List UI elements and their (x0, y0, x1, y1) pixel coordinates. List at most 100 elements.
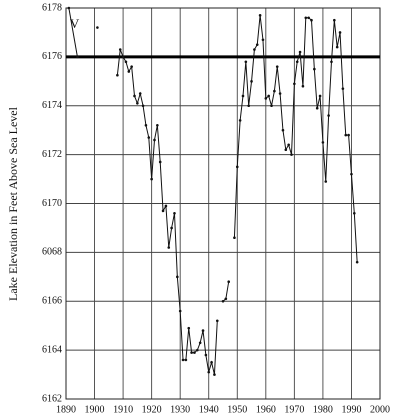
y-tick-label: 6174 (42, 100, 62, 111)
data-point (353, 211, 356, 215)
data-point (130, 65, 133, 68)
y-tick-label: 6164 (42, 344, 62, 355)
data-point (193, 351, 196, 354)
annotation: V (70, 16, 80, 31)
data-point (233, 236, 236, 240)
plot-frame (65, 7, 381, 400)
data-point (224, 297, 228, 301)
data-point (347, 133, 350, 137)
x-tick-label: 1890 (56, 404, 76, 415)
data-point (315, 106, 319, 110)
x-tick-label: 1990 (341, 404, 361, 415)
data-point (267, 94, 270, 98)
data-line (233, 15, 358, 263)
data-point (295, 60, 299, 64)
data-point (153, 138, 156, 142)
data-point (330, 60, 333, 64)
data-line (68, 7, 78, 57)
data-point (284, 148, 288, 152)
x-tick-label: 1970 (284, 404, 304, 415)
data-point (307, 16, 310, 20)
data-point (187, 326, 191, 330)
x-tick-label: 1930 (170, 404, 190, 415)
data-point (227, 280, 231, 284)
data-point (116, 73, 119, 77)
data-point (170, 226, 173, 230)
data-point (127, 70, 131, 73)
data-point (333, 18, 336, 22)
data-point (147, 136, 151, 139)
data-point (278, 92, 282, 95)
data-point (341, 87, 345, 90)
y-tick-label: 6170 (42, 198, 62, 209)
x-tick-label: 1940 (199, 404, 219, 415)
data-point (313, 67, 316, 71)
data-point (201, 329, 205, 332)
data-point (215, 319, 219, 323)
data-point (176, 275, 179, 279)
data-point (321, 141, 325, 144)
data-point (310, 18, 313, 22)
x-tick-label: 2000 (370, 404, 390, 415)
data-point (144, 124, 148, 127)
data-point (178, 309, 182, 313)
data-point (335, 45, 339, 49)
data-point (255, 43, 259, 46)
data-point (76, 55, 79, 59)
data-point (213, 373, 216, 376)
y-tick-label: 6172 (42, 149, 62, 160)
data-point (121, 55, 125, 59)
data-point (138, 92, 142, 95)
data-point (355, 260, 359, 264)
x-tick-label: 1920 (142, 404, 162, 415)
data-point (281, 128, 285, 132)
data-point (298, 50, 302, 54)
data-point (293, 82, 296, 86)
y-axis-label: Lake Elevation in Feet Above Sea Level (6, 106, 20, 301)
data-point (118, 48, 122, 51)
data-point (264, 97, 268, 100)
data-point (304, 16, 308, 20)
data-point (161, 209, 165, 213)
data-point (244, 60, 248, 64)
data-point (210, 361, 213, 364)
x-tick-label: 1900 (85, 404, 105, 415)
data-point (235, 165, 239, 169)
data-point (270, 104, 273, 108)
data-point (247, 104, 250, 108)
x-tick-label: 1980 (313, 404, 333, 415)
data-point (136, 102, 139, 105)
data-point (338, 31, 342, 34)
data-point (204, 353, 208, 357)
data-point (141, 104, 145, 108)
data-point (290, 153, 293, 156)
data-point (150, 177, 153, 181)
data-point (196, 348, 199, 352)
data-line (116, 49, 218, 375)
data-point (158, 160, 162, 164)
data-point (173, 211, 176, 215)
y-tick-label: 6068 (42, 247, 62, 258)
y-tick-label: 6162 (42, 393, 62, 404)
data-point (207, 370, 211, 374)
data-point (350, 172, 353, 176)
data-point (261, 38, 265, 42)
x-tick-label: 1950 (227, 404, 247, 415)
x-tick-label: 1910 (113, 404, 133, 415)
data-point (258, 14, 262, 17)
data-point (181, 358, 185, 362)
y-tick-label: 6178 (42, 2, 62, 13)
data-point (156, 124, 159, 127)
y-tick-label: 6166 (42, 296, 62, 307)
data-point (124, 60, 128, 64)
data-point (241, 94, 245, 98)
data-point (190, 351, 193, 354)
data-point (275, 65, 279, 68)
data-point (164, 204, 168, 208)
data-point (287, 143, 290, 147)
data-point (133, 94, 136, 98)
data-point (318, 94, 322, 98)
y-tick-label: 6176 (42, 51, 62, 62)
data-point (198, 341, 202, 345)
